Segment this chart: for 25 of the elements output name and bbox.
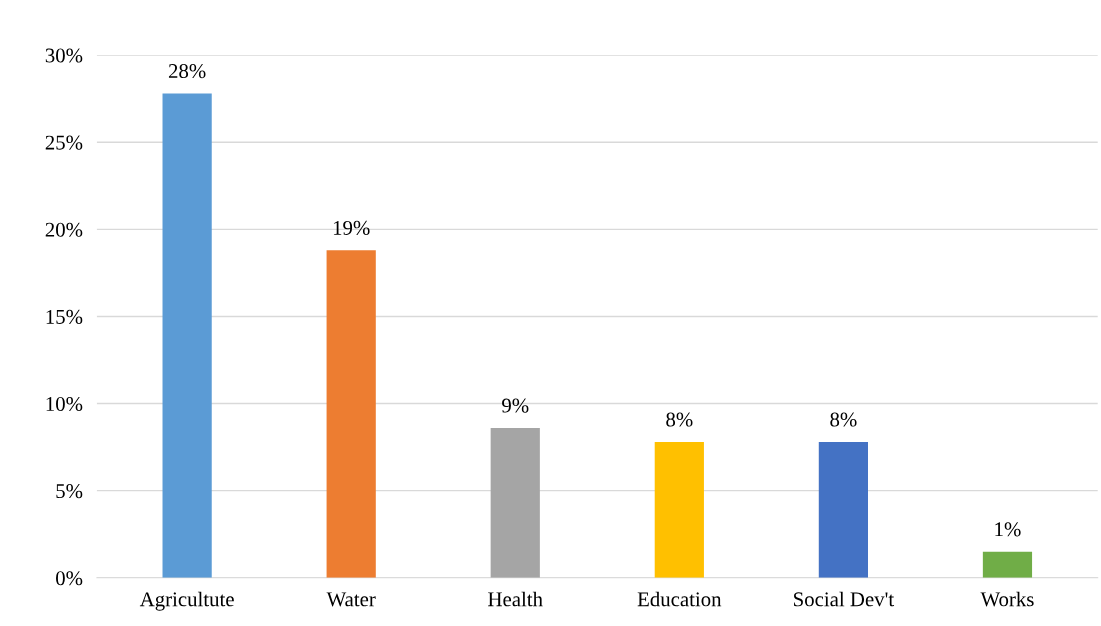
y-tick-label: 5% — [56, 484, 83, 499]
bar — [982, 551, 1033, 578]
bar — [818, 441, 868, 578]
y-tick-label: 30% — [45, 48, 83, 63]
bar — [490, 427, 540, 578]
data-label: 9% — [502, 398, 529, 413]
x-tick-label: Health — [488, 591, 543, 607]
x-tick-label: Water — [326, 592, 376, 607]
data-label: 8% — [666, 412, 693, 427]
bar — [654, 441, 704, 578]
y-tick-label: 20% — [45, 222, 83, 237]
x-tick-label: Agricultute — [139, 591, 234, 611]
y-tick-label: 25% — [45, 135, 83, 150]
data-label: 8% — [830, 412, 857, 427]
bar — [326, 250, 376, 578]
x-tick-label: Social Dev't — [794, 591, 895, 607]
x-tick-label: Works — [980, 591, 1034, 607]
y-tick-label: 0% — [56, 571, 83, 586]
y-tick-label: 10% — [46, 396, 83, 412]
y-tick-label: 15% — [46, 309, 83, 324]
x-tick-label: Education — [637, 591, 722, 607]
data-label: 1% — [995, 522, 1021, 537]
data-label: 19% — [333, 220, 370, 235]
data-label: 28% — [168, 64, 206, 79]
bar — [162, 93, 212, 578]
